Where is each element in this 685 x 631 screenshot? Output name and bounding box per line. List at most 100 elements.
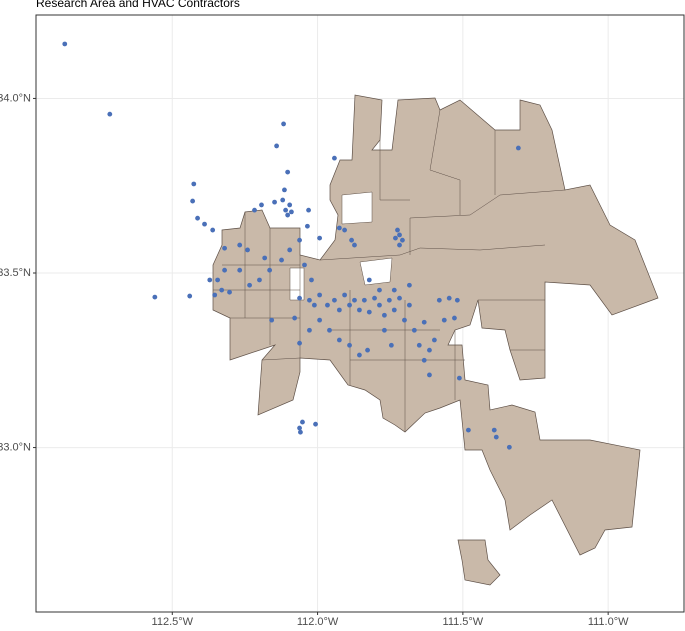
contractor-point xyxy=(441,317,447,323)
contractor-point xyxy=(493,434,499,440)
contractor-point xyxy=(307,297,312,303)
contractor-point xyxy=(247,282,252,288)
contractor-point xyxy=(279,257,284,263)
panel-border xyxy=(35,14,685,613)
contractor-point xyxy=(382,327,387,333)
contractor-point xyxy=(283,207,289,213)
contractor-point xyxy=(436,297,442,303)
x-tick-label: 111.0°W xyxy=(588,616,629,626)
contractor-point xyxy=(191,181,197,187)
contractor-point xyxy=(317,235,323,241)
contractor-point xyxy=(305,223,310,229)
contractor-point xyxy=(361,297,367,303)
contractor-point xyxy=(465,427,471,433)
contractor-point xyxy=(237,242,243,248)
contractor-point xyxy=(397,295,402,301)
contractor-point xyxy=(336,337,342,343)
contractor-point xyxy=(289,209,294,215)
contractor-point xyxy=(152,294,158,300)
region-polygon xyxy=(457,539,501,586)
contractor-point xyxy=(342,292,347,298)
contractor-point xyxy=(377,287,382,293)
contractor-point xyxy=(309,277,314,283)
contractor-point xyxy=(421,357,427,363)
contractor-point xyxy=(210,227,216,233)
contractor-point xyxy=(285,169,291,175)
contractor-point xyxy=(347,302,352,308)
contractor-point xyxy=(365,347,370,353)
contractor-point xyxy=(352,242,357,248)
contractor-point xyxy=(446,295,452,301)
contractor-point xyxy=(313,421,318,427)
y-tick-label: 33.0°N xyxy=(0,441,31,453)
boundary-lines xyxy=(213,109,566,432)
contractor-point xyxy=(297,340,302,346)
x-tick-label: 111.5°W xyxy=(443,616,484,626)
contractor-point xyxy=(452,315,457,321)
contractor-point xyxy=(386,297,392,303)
contractor-point xyxy=(388,342,394,348)
x-tick-label: 112.0°W xyxy=(297,616,339,626)
contractor-point xyxy=(195,215,200,221)
contractor-point xyxy=(327,327,332,333)
contractor-point xyxy=(317,292,323,298)
contractor-point xyxy=(237,267,243,273)
contractor-point xyxy=(391,287,397,293)
contractor-point xyxy=(421,319,427,325)
contractor-point xyxy=(297,295,302,301)
contractor-point xyxy=(267,267,273,273)
contractor-point xyxy=(262,255,268,261)
contractor-point xyxy=(227,289,232,295)
contractor-point xyxy=(427,372,432,378)
contractor-point xyxy=(393,235,398,241)
contractor-point xyxy=(292,315,298,321)
contractor-point xyxy=(287,247,293,253)
contractor-point xyxy=(287,202,293,208)
contractor-point xyxy=(285,212,291,218)
contractor-point xyxy=(302,262,307,268)
contractor-point xyxy=(202,221,207,227)
y-tick-label: 34.0°N xyxy=(0,92,31,104)
contractor-point xyxy=(391,307,397,313)
contractor-point xyxy=(357,307,362,313)
contractor-point xyxy=(317,317,323,323)
contractor-point xyxy=(400,237,405,243)
contractor-point xyxy=(298,429,303,435)
contractor-point xyxy=(280,197,286,203)
contractor-point xyxy=(336,307,342,313)
contractor-point xyxy=(300,419,305,425)
contractor-point xyxy=(325,302,330,308)
contractor-point xyxy=(406,282,412,288)
contractor-point xyxy=(297,425,302,431)
contractor-point xyxy=(307,327,312,333)
contractor-point xyxy=(332,297,337,303)
contractor-point xyxy=(456,375,462,381)
contractor-point xyxy=(491,427,497,433)
points xyxy=(62,41,521,450)
contractor-point xyxy=(259,202,264,208)
contractor-point xyxy=(402,317,407,323)
contractor-point xyxy=(347,342,352,348)
contractor-point xyxy=(366,309,372,315)
contractor-point xyxy=(107,111,113,117)
contractor-point xyxy=(306,207,311,213)
contractor-point xyxy=(427,347,432,353)
contractor-point xyxy=(366,277,372,283)
region-hole xyxy=(289,191,393,301)
contractor-point xyxy=(397,242,402,248)
contractor-point xyxy=(506,444,512,450)
contractor-point xyxy=(332,155,337,161)
contractor-point xyxy=(382,312,387,318)
contractor-point xyxy=(336,225,342,231)
contractor-point xyxy=(274,143,280,149)
contractor-point xyxy=(282,187,287,193)
contractor-point xyxy=(222,267,227,273)
contractor-point xyxy=(454,297,460,303)
contractor-point xyxy=(219,287,225,293)
contractor-point xyxy=(252,207,257,213)
contractor-point xyxy=(281,121,286,127)
contractor-point xyxy=(297,237,302,243)
contractor-point xyxy=(207,277,213,283)
contractor-point xyxy=(416,342,422,348)
